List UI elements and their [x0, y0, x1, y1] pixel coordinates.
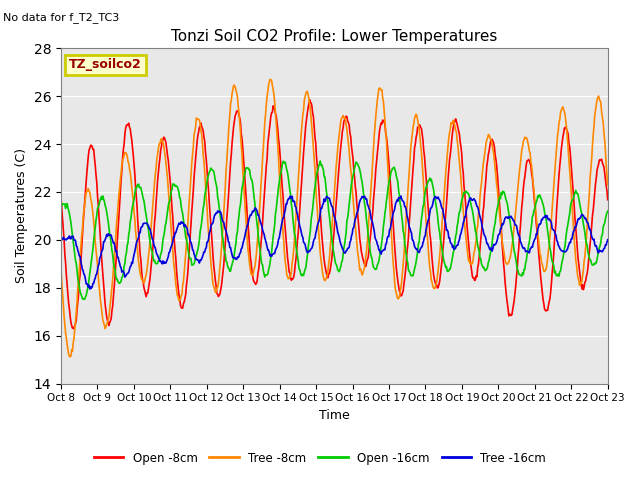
- Open -16cm: [209, 167, 216, 173]
- Y-axis label: Soil Temperatures (C): Soil Temperatures (C): [15, 148, 28, 283]
- Line: Tree -8cm: Tree -8cm: [61, 79, 608, 357]
- Line: Tree -16cm: Tree -16cm: [61, 196, 608, 289]
- Open -8cm: [67, 319, 75, 325]
- Tree -8cm: [180, 278, 188, 284]
- Open -8cm: [124, 122, 132, 128]
- Tree -16cm: [397, 193, 404, 199]
- Text: TZ_soilco2: TZ_soilco2: [69, 59, 142, 72]
- Open -8cm: [419, 131, 426, 137]
- Open -16cm: [180, 217, 188, 223]
- Open -16cm: [67, 220, 75, 226]
- Tree -8cm: [57, 267, 65, 273]
- Tree -16cm: [180, 220, 188, 226]
- Tree -16cm: [124, 270, 132, 276]
- Open -8cm: [209, 243, 216, 249]
- Open -16cm: [124, 240, 132, 246]
- Open -8cm: [180, 301, 188, 307]
- Tree -8cm: [266, 76, 274, 82]
- Tree -8cm: [403, 214, 410, 220]
- Open -8cm: [403, 261, 410, 266]
- Tree -8cm: [209, 275, 216, 280]
- Line: Open -8cm: Open -8cm: [61, 100, 608, 329]
- Open -16cm: [419, 211, 426, 217]
- X-axis label: Time: Time: [319, 409, 349, 422]
- Tree -8cm: [604, 182, 612, 188]
- Line: Open -16cm: Open -16cm: [61, 161, 608, 300]
- Title: Tonzi Soil CO2 Profile: Lower Temperatures: Tonzi Soil CO2 Profile: Lower Temperatur…: [171, 29, 497, 44]
- Open -16cm: [403, 252, 410, 257]
- Tree -16cm: [403, 207, 410, 213]
- Open -16cm: [57, 202, 65, 207]
- Legend: Open -8cm, Tree -8cm, Open -16cm, Tree -16cm: Open -8cm, Tree -8cm, Open -16cm, Tree -…: [89, 447, 551, 469]
- Tree -8cm: [67, 354, 74, 360]
- Open -16cm: [81, 297, 88, 302]
- Open -8cm: [57, 194, 65, 200]
- Open -8cm: [70, 326, 78, 332]
- Tree -16cm: [86, 286, 93, 292]
- Tree -16cm: [209, 221, 216, 227]
- Tree -16cm: [419, 244, 426, 250]
- Open -8cm: [306, 97, 314, 103]
- Tree -16cm: [57, 237, 65, 242]
- Tree -16cm: [604, 237, 612, 242]
- Open -16cm: [604, 208, 612, 214]
- Open -16cm: [316, 158, 324, 164]
- Tree -8cm: [419, 160, 426, 166]
- Tree -8cm: [124, 158, 132, 164]
- Tree -16cm: [67, 236, 75, 242]
- Open -8cm: [604, 197, 612, 203]
- Tree -8cm: [68, 347, 76, 352]
- Text: No data for f_T2_TC3: No data for f_T2_TC3: [3, 12, 120, 23]
